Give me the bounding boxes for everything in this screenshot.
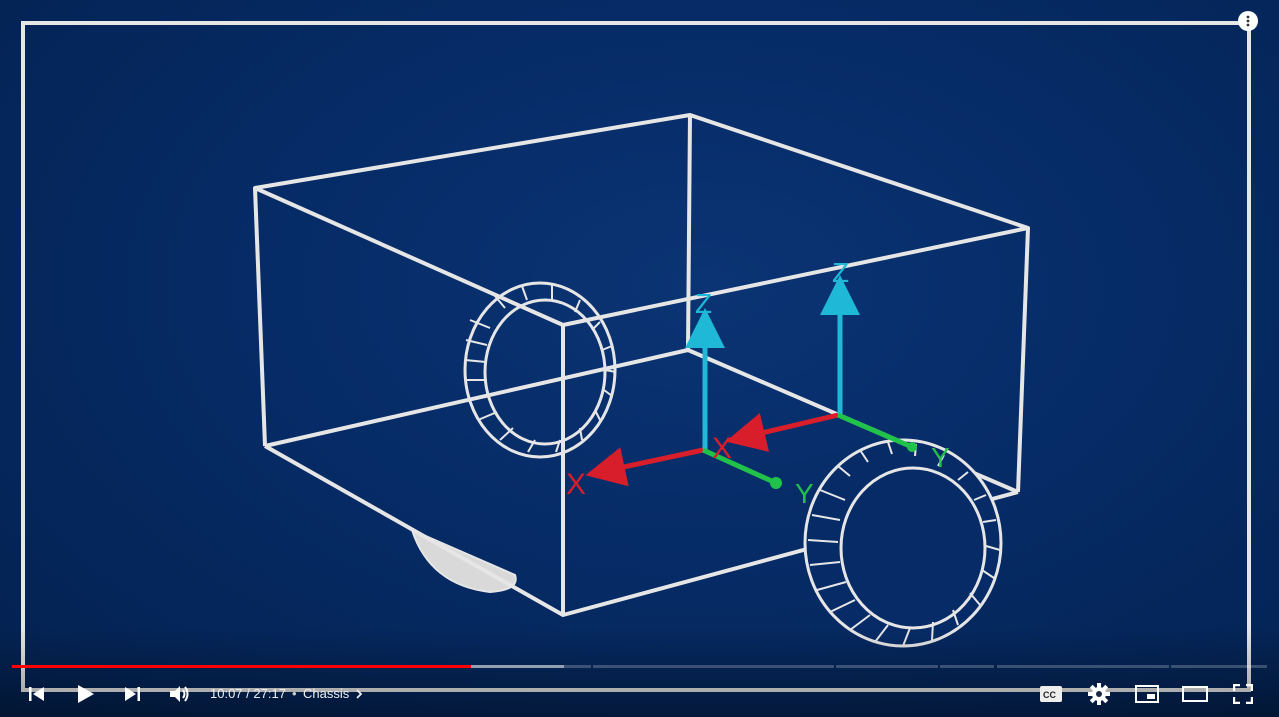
z-label-right: Z	[832, 257, 849, 288]
captions-button[interactable]: CC	[1036, 674, 1066, 714]
previous-icon	[29, 687, 44, 701]
controls-gradient	[0, 627, 1279, 717]
settings-icon	[1088, 683, 1110, 705]
frame-border	[21, 21, 1251, 692]
x-axis-right	[725, 412, 839, 452]
progress-bar[interactable]	[12, 665, 1267, 669]
next-icon	[125, 687, 140, 701]
previous-button[interactable]	[22, 674, 52, 714]
fullscreen-icon	[1233, 684, 1253, 704]
y-label-right: Y	[931, 442, 950, 473]
x-axis-left	[585, 447, 704, 487]
chevron-right-icon	[356, 688, 363, 699]
theater-icon	[1182, 686, 1208, 702]
time-display: 10:07 / 27:17 •	[210, 686, 297, 701]
play-icon	[78, 685, 94, 703]
z-label-left: Z	[695, 288, 712, 319]
control-bar	[0, 674, 1279, 714]
next-button[interactable]	[117, 674, 147, 714]
right-wheel	[803, 438, 1003, 648]
duration: 27:17	[253, 686, 286, 701]
svg-text:CC: CC	[1043, 690, 1056, 700]
chapter-button[interactable]: Chassis	[303, 686, 365, 701]
y-label-left: Y	[795, 478, 814, 509]
settings-button[interactable]	[1084, 674, 1114, 714]
volume-icon	[170, 686, 189, 702]
mute-button[interactable]	[163, 674, 197, 714]
play-button[interactable]	[70, 674, 102, 714]
coordinate-frame-left: Z X Y	[566, 288, 814, 509]
fullscreen-button[interactable]	[1228, 674, 1258, 714]
x-label-right: X	[712, 432, 732, 465]
y-axis-right	[837, 412, 913, 450]
x-label-left: X	[566, 468, 586, 501]
left-wheel	[463, 281, 617, 459]
theater-mode-button[interactable]	[1180, 674, 1210, 714]
chapter-title: Chassis	[303, 686, 350, 701]
captions-icon: CC	[1040, 686, 1062, 702]
y-axis-left	[701, 447, 778, 486]
current-time: 10:07	[210, 686, 243, 701]
played-bar	[12, 665, 472, 668]
coordinate-frame-right: Z X Y	[712, 257, 950, 473]
miniplayer-button[interactable]	[1132, 674, 1162, 714]
miniplayer-icon	[1135, 685, 1159, 703]
more-options-icon[interactable]	[1238, 11, 1258, 31]
